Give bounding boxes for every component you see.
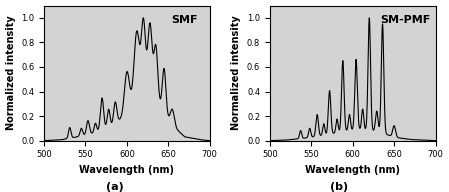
Text: (a): (a) [106,182,123,192]
Y-axis label: Normalized intensity: Normalized intensity [5,16,16,131]
Y-axis label: Normalized intensity: Normalized intensity [231,16,242,131]
Text: SM-PMF: SM-PMF [380,15,431,25]
Text: SMF: SMF [172,15,198,25]
Text: (b): (b) [330,182,348,192]
X-axis label: Wavelength (nm): Wavelength (nm) [79,165,174,175]
X-axis label: Wavelength (nm): Wavelength (nm) [305,165,400,175]
